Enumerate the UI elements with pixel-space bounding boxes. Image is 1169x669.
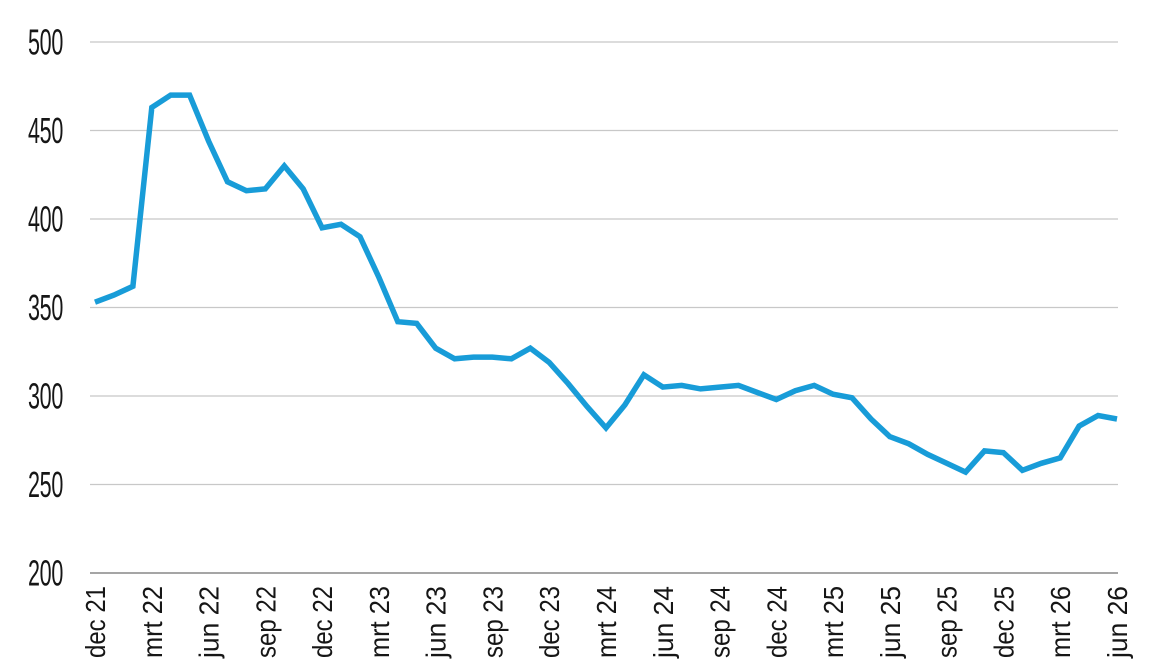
y-axis-tick-label: 300 bbox=[28, 376, 63, 417]
x-axis-tick-label: sep 23 bbox=[477, 586, 508, 658]
x-axis-tick-label: sep 22 bbox=[250, 586, 281, 658]
y-axis-tick-label: 500 bbox=[28, 22, 63, 63]
x-axis-tick-label: sep 24 bbox=[705, 586, 736, 658]
x-axis-tick-label: mrt 23 bbox=[364, 586, 395, 658]
y-axis-tick-label: 200 bbox=[28, 553, 63, 594]
y-axis-tick-label: 400 bbox=[28, 199, 63, 240]
x-axis-tick-label: mrt 22 bbox=[137, 586, 168, 658]
x-axis-tick-label: dec 22 bbox=[307, 586, 338, 658]
x-axis-tick-label: mrt 26 bbox=[1045, 586, 1076, 658]
x-axis-tick-label: dec 23 bbox=[534, 586, 565, 658]
x-axis-tick-label: jun 23 bbox=[421, 586, 452, 659]
x-axis-tick-label: jun 22 bbox=[194, 586, 225, 659]
y-axis-tick-label: 350 bbox=[28, 287, 63, 328]
y-axis-tick-label: 450 bbox=[28, 110, 63, 151]
x-axis-tick-label: dec 21 bbox=[80, 586, 111, 658]
x-axis-tick-label: jun 25 bbox=[875, 586, 906, 659]
x-axis-tick-label: sep 25 bbox=[932, 586, 963, 658]
x-axis-tick-label: dec 24 bbox=[761, 586, 792, 658]
x-axis-tick-label: dec 25 bbox=[988, 586, 1019, 658]
data-line bbox=[94, 92, 1118, 476]
x-axis-tick-label: mrt 25 bbox=[818, 586, 849, 658]
x-axis-tick-label: mrt 24 bbox=[591, 586, 622, 658]
x-axis-tick-label: jun 26 bbox=[1102, 586, 1133, 659]
x-axis-tick-label: jun 24 bbox=[648, 586, 679, 659]
y-axis-tick-label: 250 bbox=[28, 464, 63, 505]
